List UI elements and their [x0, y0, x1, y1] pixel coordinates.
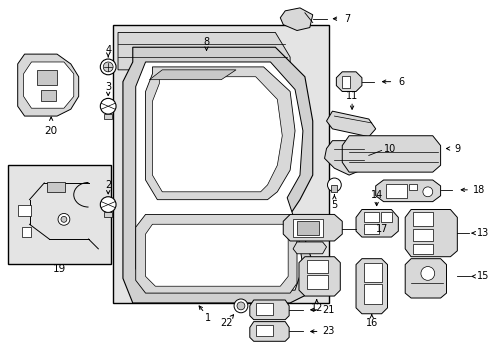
Polygon shape [355, 259, 386, 314]
Polygon shape [149, 70, 236, 80]
Polygon shape [136, 62, 302, 290]
Text: 5: 5 [330, 199, 337, 210]
Text: 3: 3 [105, 82, 111, 91]
Bar [412, 229, 432, 241]
Polygon shape [249, 321, 288, 341]
Bar [104, 212, 112, 217]
Polygon shape [136, 215, 296, 293]
Text: 23: 23 [322, 327, 334, 337]
Polygon shape [152, 77, 282, 192]
Text: 21: 21 [322, 305, 334, 315]
Text: 1: 1 [205, 313, 211, 323]
Text: 22: 22 [220, 318, 232, 328]
Bar [342, 76, 349, 87]
Bar [380, 212, 391, 222]
Text: 15: 15 [476, 271, 488, 282]
Bar [363, 224, 378, 234]
Bar [408, 184, 416, 190]
Text: 14: 14 [370, 190, 382, 200]
Bar [296, 221, 318, 235]
Circle shape [58, 213, 70, 225]
Bar [255, 325, 273, 336]
Circle shape [61, 216, 67, 222]
Text: 2: 2 [105, 180, 111, 190]
Bar [292, 219, 322, 237]
Circle shape [327, 178, 341, 192]
Bar [363, 212, 378, 222]
Circle shape [237, 302, 244, 310]
Text: 9: 9 [453, 144, 460, 153]
Polygon shape [283, 215, 342, 241]
Text: 13: 13 [476, 228, 488, 238]
Polygon shape [355, 210, 398, 237]
Polygon shape [331, 185, 337, 192]
Bar [412, 212, 432, 226]
Circle shape [100, 59, 116, 75]
Bar [21, 227, 31, 237]
Polygon shape [324, 141, 368, 175]
Polygon shape [118, 32, 289, 70]
Bar [306, 260, 328, 274]
Text: 17: 17 [375, 224, 387, 234]
Text: 6: 6 [398, 77, 404, 87]
Bar [255, 303, 273, 315]
Circle shape [422, 187, 432, 197]
Bar [412, 244, 432, 254]
Circle shape [420, 266, 434, 280]
Bar [363, 262, 381, 282]
Polygon shape [145, 224, 287, 286]
Text: 7: 7 [344, 14, 350, 24]
Bar [306, 275, 328, 289]
Bar [113, 24, 329, 303]
Circle shape [100, 98, 116, 114]
Polygon shape [292, 242, 326, 254]
Polygon shape [298, 257, 340, 296]
Bar [8, 165, 111, 264]
Text: 16: 16 [365, 318, 377, 328]
Bar [41, 90, 56, 101]
Polygon shape [145, 67, 294, 200]
Circle shape [234, 299, 247, 313]
Bar [385, 184, 407, 198]
Polygon shape [375, 180, 440, 202]
Text: 20: 20 [44, 126, 58, 136]
Polygon shape [405, 259, 446, 298]
Circle shape [100, 197, 116, 212]
Text: 12: 12 [310, 303, 322, 313]
Polygon shape [326, 111, 375, 137]
Polygon shape [280, 8, 312, 31]
Bar [363, 284, 381, 304]
Text: 10: 10 [383, 144, 395, 153]
Text: 19: 19 [52, 264, 65, 274]
Circle shape [103, 62, 113, 72]
Text: 4: 4 [105, 45, 111, 55]
Text: 8: 8 [203, 37, 209, 47]
Bar [47, 182, 65, 192]
Bar [104, 114, 112, 119]
Polygon shape [249, 300, 288, 320]
Polygon shape [122, 47, 314, 303]
Bar [18, 204, 31, 216]
Polygon shape [23, 62, 74, 108]
Polygon shape [342, 136, 440, 172]
Bar [37, 70, 57, 85]
Polygon shape [18, 54, 79, 116]
Polygon shape [405, 210, 456, 257]
Polygon shape [336, 72, 361, 91]
Text: 11: 11 [345, 91, 358, 102]
Text: 18: 18 [472, 185, 484, 195]
